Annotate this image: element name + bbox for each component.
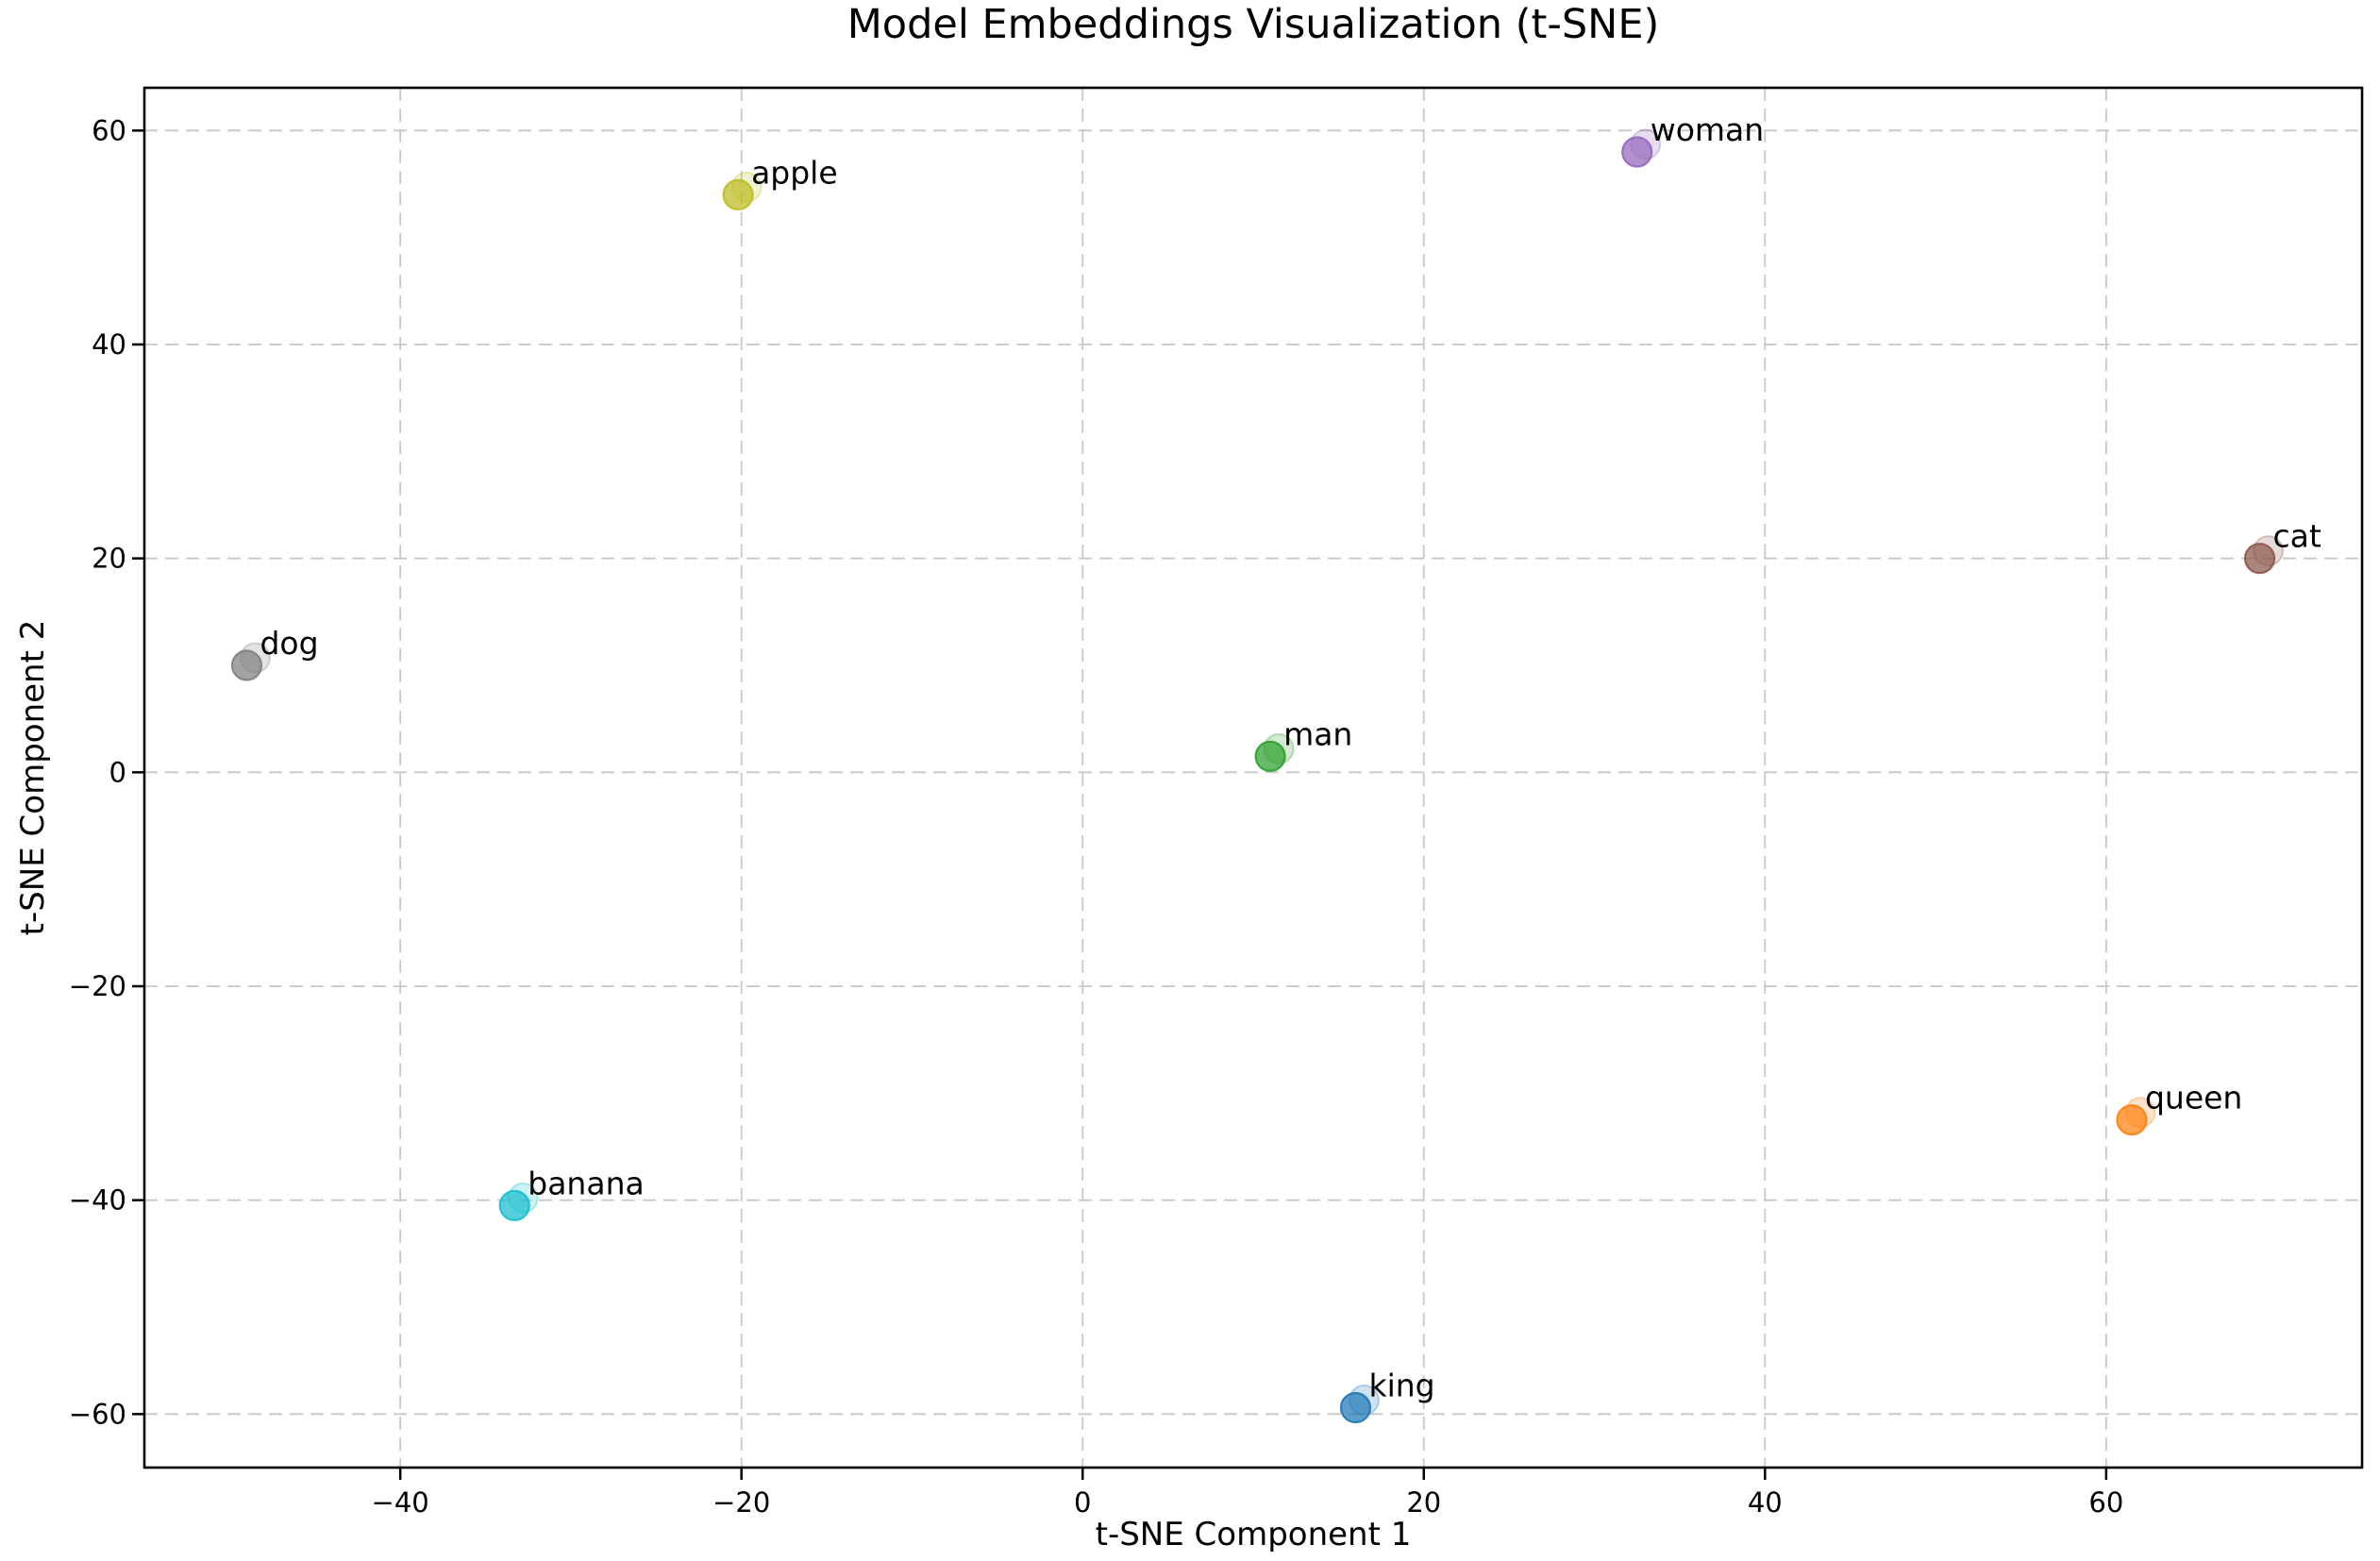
gridlines xyxy=(144,88,2362,1468)
chart-title: Model Embeddings Visualization (t-SNE) xyxy=(847,1,1660,48)
point-apple xyxy=(722,171,763,210)
point-dog xyxy=(230,642,271,681)
y-tick-label: 40 xyxy=(92,328,126,361)
x-tick-label: −40 xyxy=(372,1486,429,1519)
point-woman xyxy=(1621,128,1662,168)
point-banana xyxy=(498,1182,539,1221)
y-tick-label: 60 xyxy=(92,114,126,146)
marker-dog xyxy=(230,649,263,681)
marker-apple xyxy=(722,178,754,210)
axis-ticks: −40 −20 0 20 40 60 60 40 20 0 −20 −40 −60 xyxy=(69,114,2124,1519)
point-label-dog: dog xyxy=(260,625,318,662)
y-tick-label: −20 xyxy=(69,970,126,1002)
x-tick-label: 0 xyxy=(1074,1486,1091,1519)
point-label-banana: banana xyxy=(528,1165,644,1201)
point-man xyxy=(1254,732,1295,772)
point-king xyxy=(1339,1385,1380,1424)
marker-banana xyxy=(498,1189,530,1221)
point-label-queen: queen xyxy=(2145,1080,2242,1116)
point-queen xyxy=(2116,1097,2156,1136)
scatter-points xyxy=(230,128,2285,1424)
y-tick-label: −60 xyxy=(69,1398,126,1430)
point-label-apple: apple xyxy=(751,154,838,191)
marker-cat xyxy=(2243,543,2276,575)
y-axis-label: t-SNE Component 2 xyxy=(14,620,52,936)
x-axis-label: t-SNE Component 1 xyxy=(1096,1516,1412,1553)
point-cat xyxy=(2243,535,2285,575)
y-tick-label: −40 xyxy=(69,1184,126,1217)
point-label-woman: woman xyxy=(1651,111,1764,148)
point-label-king: king xyxy=(1368,1368,1434,1404)
x-tick-label: 60 xyxy=(2088,1486,2123,1519)
marker-man xyxy=(1254,740,1286,772)
point-labels: king queen man woman apple banana dog cat xyxy=(260,111,2321,1404)
point-label-cat: cat xyxy=(2273,518,2321,555)
x-tick-label: 40 xyxy=(1748,1486,1783,1519)
marker-king xyxy=(1339,1391,1372,1424)
y-tick-label: 20 xyxy=(92,543,126,575)
marker-woman xyxy=(1621,136,1653,168)
marker-queen xyxy=(2116,1104,2148,1136)
point-label-man: man xyxy=(1283,715,1352,752)
x-tick-label: −20 xyxy=(712,1486,770,1519)
y-tick-label: 0 xyxy=(109,756,126,788)
x-tick-label: 20 xyxy=(1406,1486,1441,1519)
plot-border xyxy=(142,86,2364,1469)
